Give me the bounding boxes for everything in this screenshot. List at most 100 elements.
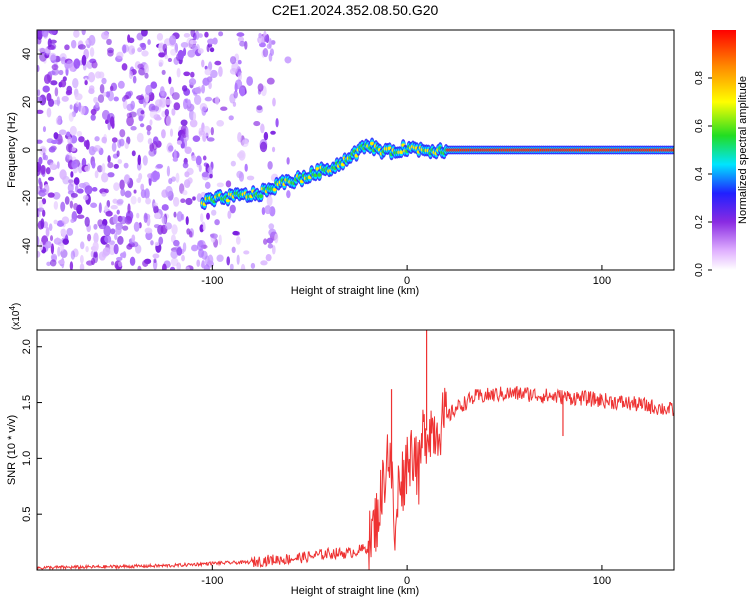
spectrogram-noise-speckle [39,52,47,62]
snr-x-axis-label: Height of straight line (km) [291,585,419,597]
spectrogram-noise-speckle [262,48,269,58]
spectrogram-y-axis-label: Frequency (Hz) [6,112,18,188]
spectrogram-noise-speckle [91,187,98,192]
figure-title: C2E1.2024.352.08.50.G20 [272,2,439,18]
spectrogram-noise-speckle [45,167,51,175]
spectrogram-noise-speckle [71,160,78,169]
spectrogram-noise-speckle [192,135,201,142]
spectrogram-noise-speckle [47,38,52,48]
spectrogram-ridge-cell [399,150,404,154]
spectrogram-noise-speckle [116,150,120,157]
spectrogram-noise-speckle [110,204,118,210]
spectrogram-noise-speckle [146,130,151,136]
snr-series-line [37,385,674,570]
spectrogram-noise-speckle [147,39,151,46]
spectrogram-noise-speckle [271,146,276,153]
spectrogram-noise-speckle [101,172,109,183]
spectrogram-noise-speckle [66,227,74,236]
spectrogram-noise-speckle [146,124,152,132]
spectrogram-noise-speckle [69,200,74,209]
spectrogram-noise-speckle [187,99,191,107]
spectrogram-noise-speckle [141,30,148,37]
spectrogram-noise-speckle [48,223,53,232]
spectrogram-panel: -100 0 100 -40 -20 0 20 40 Height of straight … [6,29,675,297]
spectrogram-noise-speckle [188,78,197,86]
spectrogram-noise-speckle [48,30,57,35]
spectrogram-noise-speckle [58,259,65,265]
spectrogram-noise-speckle [76,188,84,194]
spectrogram-noise-speckle [185,266,190,270]
spectrogram-noise-speckle [161,204,169,211]
spectrogram-noise-speckle [258,32,262,39]
spectrogram-noise-speckle [37,64,40,72]
spectrogram-noise-speckle [42,126,47,133]
spectrogram-noise-speckle [161,91,167,98]
spectrogram-noise-speckle [122,225,129,231]
spectrogram-noise-speckle [97,165,103,173]
spectrogram-noise-speckle [79,263,85,270]
spectrogram-noise-speckle [144,188,150,200]
spectrogram-noise-speckle [164,222,172,230]
spectrogram-noise-speckle [46,138,54,144]
spectrogram-noise-speckle [149,110,158,119]
spectrogram-noise-speckle [177,49,185,61]
colorbar-ticks: 0.0 0.2 0.4 0.6 0.8 [694,71,712,277]
spectrogram-noise-speckle [166,165,171,177]
spectrogram-noise-speckle [48,146,56,153]
spectrogram-noise-speckle [144,72,149,79]
spectrogram-noise-speckle [92,241,99,252]
spectrogram-noise-speckle [94,136,100,142]
spectrogram-noise-speckle [240,263,246,270]
spectrogram-noise-speckle [186,228,191,235]
spectrogram-noise-speckle [271,245,276,255]
spectrogram-noise-speckle [124,215,133,225]
spectrogram-noise-speckle [220,106,228,111]
spectrogram-noise-speckle [158,59,164,67]
spectrogram-noise-speckle [148,103,156,112]
spectrogram-noise-speckle [130,195,137,205]
colorbar-tick-label: 0.0 [694,263,705,277]
spectrogram-noise-speckle [37,36,42,45]
spectrogram-noise-speckle [40,147,46,153]
spectrogram-noise-speckle [229,263,234,270]
spectrogram-noise-speckle [185,126,189,138]
spectrogram-noise-speckle [232,230,239,236]
spectrogram-noise-speckle [170,48,177,56]
spectrogram-noise-speckle [269,48,275,56]
snr-series-layer [37,330,674,570]
spectrogram-noise-speckle [98,224,106,230]
spectrogram-noise-speckle [116,198,124,205]
spectrogram-noise-speckle [69,125,77,136]
spectrogram-noise-speckle [196,259,201,267]
spectrogram-noise-speckle [53,200,59,210]
spectrogram-noise-speckle [236,32,245,37]
spectrogram-noise-speckle [194,86,201,94]
spectrogram-noise-speckle [286,190,291,199]
spectrogram-noise-speckle [164,108,170,117]
spectrogram-noise-speckle [91,257,96,266]
snr-y-axis-label: SNR (10 * v/v) [6,415,18,485]
spectrogram-noise-speckle [207,166,213,173]
spectrogram-noise-speckle [239,40,246,47]
snr-frame [36,329,675,571]
spectrogram-noise-speckle [70,218,75,223]
spectrogram-x-tick-label: 0 [404,275,410,287]
spectrogram-noise-speckle [49,162,57,170]
spectrogram-noise-speckle [90,114,96,121]
spectrogram-noise-speckle [216,254,224,263]
spectrogram-noise-speckle [171,224,178,235]
spectrogram-noise-speckle [228,115,234,121]
spectrogram-noise-speckle [119,216,127,225]
spectrogram-noise-speckle [112,214,119,225]
spectrogram-noise-speckle [99,83,105,94]
spectrogram-noise-speckle [209,47,215,53]
spectrogram-noise-speckle [207,254,214,266]
spectrogram-noise-speckle [91,160,96,169]
spectrogram-noise-speckle [225,180,232,188]
spectrogram-noise-speckle [159,97,167,108]
spectrogram-noise-speckle [83,140,88,147]
spectrogram-noise-speckle [150,171,159,183]
spectrogram-noise-speckle [261,207,266,215]
spectrogram-noise-speckle [101,191,107,197]
